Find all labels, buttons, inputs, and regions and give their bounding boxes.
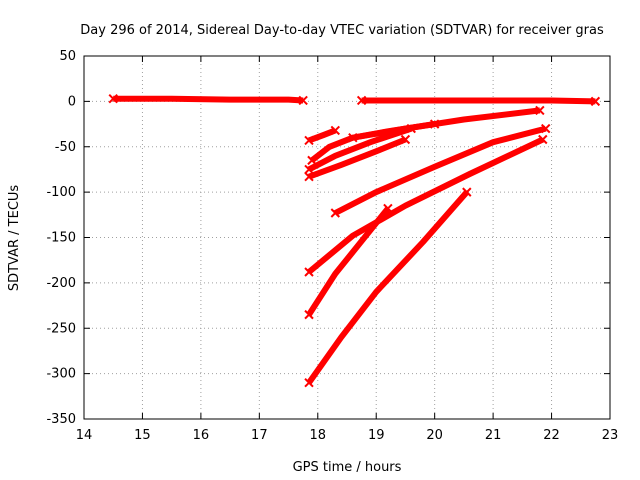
series-arc-2 (361, 97, 596, 105)
point-arc-6-start (304, 171, 314, 182)
series-arc-10 (306, 206, 391, 317)
x-axis-label: GPS time / hours (293, 460, 402, 475)
x-tick-label: 16 (193, 428, 210, 443)
y-tick-label: -300 (46, 367, 76, 382)
y-tick-label: -100 (46, 185, 76, 200)
y-tick-label: 50 (59, 49, 76, 64)
y-tick-label: 0 (68, 94, 76, 109)
series-arc-1 (113, 95, 304, 104)
y-tick-label: -150 (46, 231, 76, 246)
point-arc-2-end (590, 96, 601, 107)
ticks: 14 15 16 17 18 19 20 21 22 23 -350 -300 -250 -200 -150… (46, 49, 618, 443)
series-arc-3 (307, 127, 337, 144)
x-tick-label: 21 (485, 428, 502, 443)
y-tick-label: -200 (46, 276, 76, 291)
point-arc-6-end (400, 134, 411, 145)
x-tick-label: 22 (543, 428, 560, 443)
series-arc-8 (333, 125, 547, 216)
point-arc-11-start (304, 377, 314, 388)
x-tick-label: 15 (134, 428, 151, 443)
x-tick-label: 20 (426, 428, 443, 443)
y-tick-label: -50 (55, 140, 76, 155)
x-tick-label: 19 (368, 428, 385, 443)
series-group (108, 93, 601, 388)
point-arc-3-end (330, 125, 341, 136)
point-arc-1-end (298, 95, 308, 106)
chart-title: Day 296 of 2014, Sidereal Day-to-day VTE… (80, 23, 604, 38)
y-axis-label: SDTVAR / TECUs (7, 185, 22, 292)
point-arc-9-start (304, 267, 314, 277)
point-arc-11-end (462, 187, 472, 197)
point-arc-9-end (538, 134, 548, 145)
point-arc-2-start (356, 95, 367, 106)
y-tick-label: -350 (46, 412, 76, 427)
point-arc-7-start (348, 132, 358, 143)
point-arc-10-start (304, 309, 314, 320)
series-arc-9 (307, 136, 545, 275)
series-arc-6 (307, 136, 407, 180)
point-arc-3-start (304, 135, 314, 146)
point-arc-1-start (108, 93, 118, 104)
x-tick-label: 18 (310, 428, 327, 443)
series-arc-7 (352, 107, 541, 141)
point-arc-8-start (330, 208, 341, 218)
x-tick-label: 17 (251, 428, 268, 443)
point-arc-7-end (535, 105, 545, 116)
x-tick-label: 23 (602, 428, 619, 443)
series-arc-5 (307, 125, 413, 173)
point-arc-5-start (304, 164, 314, 175)
x-tick-label: 14 (76, 428, 93, 443)
series-arc-11 (306, 190, 470, 385)
point-arc-10-end (383, 203, 393, 214)
point-arc-4-start (307, 155, 317, 166)
point-arc-8-end (541, 123, 551, 134)
y-tick-label: -250 (46, 321, 76, 336)
